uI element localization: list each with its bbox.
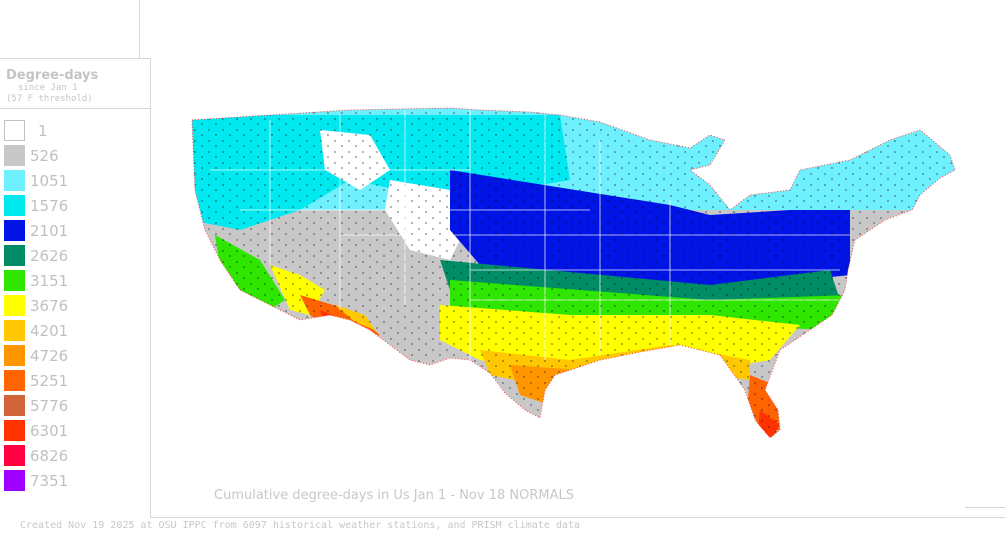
legend-item: 2626 bbox=[4, 245, 144, 267]
legend-subtitle-threshold: (57 F threshold) bbox=[6, 94, 93, 104]
legend-swatch bbox=[4, 170, 25, 191]
legend-subtitle-since: since Jan 1 bbox=[18, 83, 78, 93]
legend-label: 5251 bbox=[30, 372, 69, 390]
legend-label: 2101 bbox=[30, 222, 69, 240]
legend-item: 5776 bbox=[4, 395, 144, 417]
legend-swatch bbox=[4, 220, 25, 241]
legend-item: 3151 bbox=[4, 270, 144, 292]
legend-label: 1576 bbox=[30, 197, 69, 215]
legend-label: 6826 bbox=[30, 447, 69, 465]
legend-label: 1 bbox=[38, 122, 48, 140]
legend-swatch bbox=[4, 195, 25, 216]
legend-label: 6301 bbox=[30, 422, 69, 440]
legend-item: 5251 bbox=[4, 370, 144, 392]
legend-label: 4201 bbox=[30, 322, 69, 340]
frame-line-bottom-right-tick bbox=[965, 507, 1005, 508]
legend-item: 6301 bbox=[4, 420, 144, 442]
frame-line-top-vertical bbox=[139, 0, 140, 58]
legend-item: 1 bbox=[4, 120, 144, 142]
legend-swatch bbox=[4, 120, 25, 141]
legend-item: 7351 bbox=[4, 470, 144, 492]
legend-swatch bbox=[4, 470, 25, 491]
legend-item: 1576 bbox=[4, 195, 144, 217]
legend-separator bbox=[0, 108, 150, 109]
frame-line-legend-top bbox=[0, 58, 151, 59]
map-title: Cumulative degree-days in Us Jan 1 - Nov… bbox=[214, 488, 574, 503]
legend-swatch bbox=[4, 295, 25, 316]
degree-day-map bbox=[191, 107, 956, 439]
legend-label: 3676 bbox=[30, 297, 69, 315]
legend-label: 4726 bbox=[30, 347, 69, 365]
legend-item: 6826 bbox=[4, 445, 144, 467]
legend-swatch bbox=[4, 445, 25, 466]
legend-item: 3676 bbox=[4, 295, 144, 317]
frame-line-bottom bbox=[150, 517, 1005, 518]
legend-swatch bbox=[4, 245, 25, 266]
legend-panel: Degree-days since Jan 1 (57 F threshold)… bbox=[0, 58, 150, 518]
legend-item: 4726 bbox=[4, 345, 144, 367]
legend-label: 2626 bbox=[30, 247, 69, 265]
frame-line-legend-right bbox=[150, 58, 151, 518]
legend-label: 5776 bbox=[30, 397, 69, 415]
legend-label: 3151 bbox=[30, 272, 69, 290]
legend-swatch bbox=[4, 270, 25, 291]
legend-swatch bbox=[4, 420, 25, 441]
legend-label: 526 bbox=[30, 147, 59, 165]
legend-label: 1051 bbox=[30, 172, 69, 190]
legend-label: 7351 bbox=[30, 472, 69, 490]
legend-item: 1051 bbox=[4, 170, 144, 192]
legend-swatch bbox=[4, 370, 25, 391]
legend-item: 526 bbox=[4, 145, 144, 167]
legend-item: 4201 bbox=[4, 320, 144, 342]
legend-title: Degree-days bbox=[6, 68, 99, 83]
legend-swatch bbox=[4, 395, 25, 416]
credit-line: Created Nov 19 2025 at OSU IPPC from 609… bbox=[20, 520, 580, 531]
legend-swatch bbox=[4, 320, 25, 341]
legend-swatch bbox=[4, 145, 25, 166]
legend-item: 2101 bbox=[4, 220, 144, 242]
legend-swatch bbox=[4, 345, 25, 366]
